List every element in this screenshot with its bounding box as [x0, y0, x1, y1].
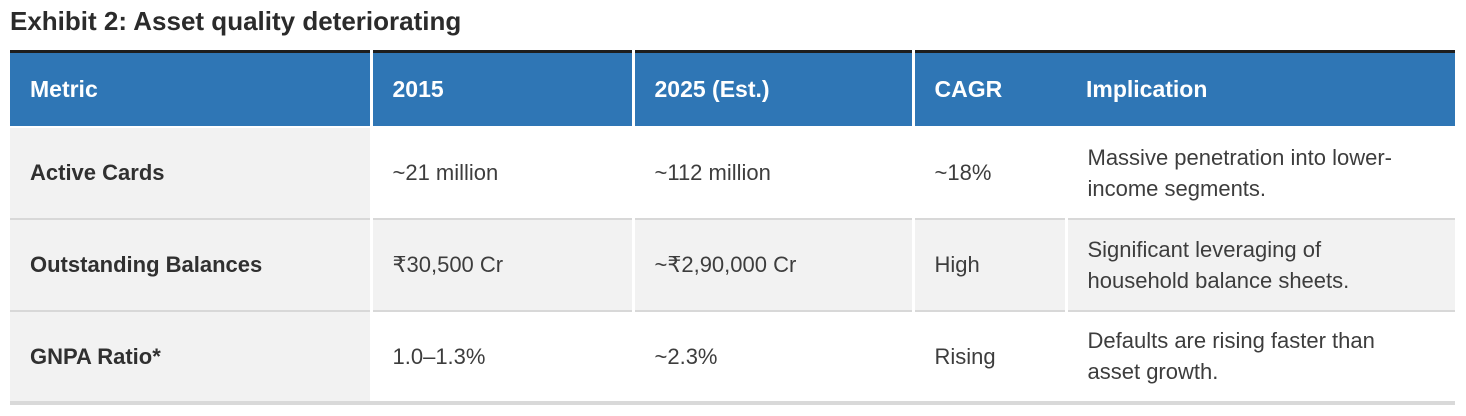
implication-cell: Massive penetration into lower-income se… — [1066, 126, 1455, 219]
column-header-2025-est: 2025 (Est.) — [633, 51, 915, 128]
table-row-active-cards: Active Cards ~21 million ~112 million ~1… — [10, 126, 1455, 219]
value-2015-cell: ~21 million — [371, 126, 635, 219]
value-2025-cell: ~₹2,90,000 Cr — [633, 217, 915, 311]
table-body: Active Cards ~21 million ~112 million ~1… — [10, 126, 1455, 405]
value-2015-cell: 1.0–1.3% — [371, 309, 635, 405]
implication-cell: Significant leveraging of household bala… — [1066, 217, 1455, 311]
table-header: Metric 2015 2025 (Est.) CAGR Implication — [10, 51, 1455, 128]
value-2015-cell: ₹30,500 Cr — [371, 217, 635, 311]
table-row-gnpa-ratio: GNPA Ratio* 1.0–1.3% ~2.3% Rising Defaul… — [10, 309, 1455, 405]
exhibit-title: Exhibit 2: Asset quality deteriorating — [10, 6, 462, 36]
column-header-2015: 2015 — [371, 51, 635, 128]
value-2025-cell: ~112 million — [633, 126, 915, 219]
column-header-cagr: CAGR — [913, 51, 1066, 128]
metric-cell: Active Cards — [10, 126, 373, 219]
column-header-metric: Metric — [10, 51, 373, 128]
value-2025-cell: ~2.3% — [633, 309, 915, 405]
asset-quality-table: Metric 2015 2025 (Est.) CAGR Implication… — [10, 50, 1455, 405]
table-row-outstanding-balances: Outstanding Balances ₹30,500 Cr ~₹2,90,0… — [10, 217, 1455, 311]
column-header-implication: Implication — [1066, 51, 1455, 128]
cagr-cell: ~18% — [913, 126, 1068, 219]
cagr-cell: Rising — [913, 309, 1068, 405]
header-row: Metric 2015 2025 (Est.) CAGR Implication — [10, 51, 1455, 128]
cagr-cell: High — [913, 217, 1068, 311]
metric-cell: Outstanding Balances — [10, 217, 373, 311]
implication-cell: Defaults are rising faster than asset gr… — [1066, 309, 1455, 405]
metric-cell: GNPA Ratio* — [10, 309, 373, 405]
